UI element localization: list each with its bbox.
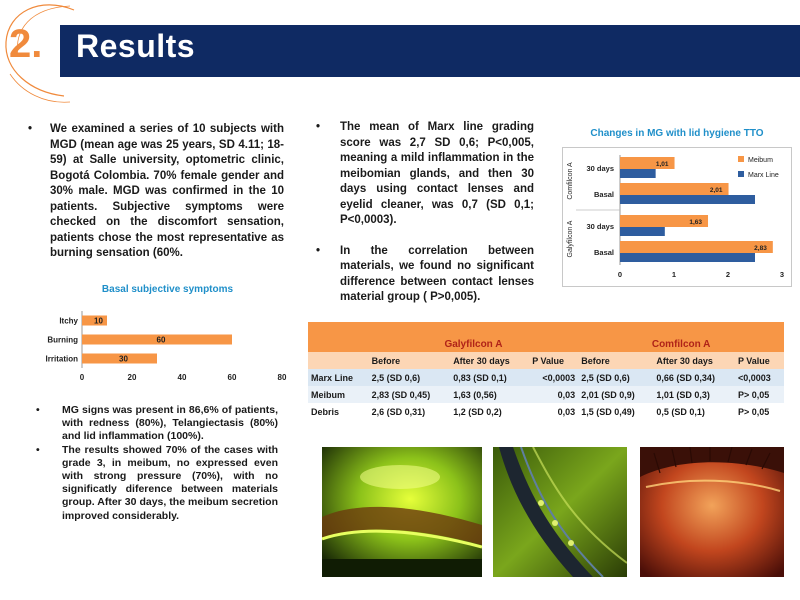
bar-marx-line	[620, 195, 755, 204]
category-label: Irritation	[46, 355, 79, 364]
data-label: 2,83	[754, 245, 767, 252]
category-label: Burning	[47, 336, 78, 345]
bar-meibum	[620, 241, 773, 253]
bullet-item: We examined a series of 10 subjects with…	[28, 122, 284, 262]
page-title: Results	[76, 28, 196, 64]
bar-marx-line	[620, 169, 656, 178]
tick-label: 40	[178, 373, 187, 382]
tick-label: 60	[228, 373, 237, 382]
table-cell: 2,5 (SD 0,6)	[578, 369, 654, 386]
chart-title-symptoms: Basal subjective symptoms	[101, 284, 234, 295]
tick-label: 0	[80, 373, 85, 382]
tick-label: 2	[726, 270, 730, 279]
table-cell: 2,5 (SD 0,6)	[368, 369, 451, 386]
bottom-bullet-list: MG signs was present in 86,6% of patient…	[36, 404, 278, 523]
legend-swatch	[738, 171, 744, 177]
table-cell: 0,03	[529, 403, 579, 420]
group-header-galyfilcon: Galyfilcon A	[368, 322, 579, 352]
table-cell: 1,5 (SD 0,49)	[578, 403, 654, 420]
table-row: Debris 2,6 (SD 0,31) 1,2 (SD 0,2) 0,03 1…	[308, 403, 784, 420]
data-label: 1,01	[656, 161, 669, 168]
category-label: Itchy	[59, 317, 78, 326]
group-label: Comfilcon A	[567, 162, 574, 200]
table-cell: <0,0003	[529, 369, 579, 386]
middle-bullet-list: The mean of Marx line grading score was …	[316, 120, 534, 321]
table-cell: 2,83 (SD 0,45)	[368, 386, 451, 403]
column-header: P Value	[734, 352, 784, 369]
table-cell: 1,63 (0,56)	[450, 386, 530, 403]
bar-meibum	[620, 183, 729, 195]
data-label: 30	[119, 355, 128, 364]
bullet-item: The results showed 70% of the cases with…	[36, 444, 278, 523]
bullet-item: In the correlation between materials, we…	[316, 244, 534, 306]
mg-chart: Comfilcon A 30 days 1,01 Basal 2,01 Galyfilco…	[567, 155, 784, 279]
legend-label: Marx Line	[748, 172, 779, 179]
table-cell: 0,5 (SD 0,1)	[653, 403, 735, 420]
data-label: 60	[157, 336, 166, 345]
data-label: 10	[94, 317, 103, 326]
bar-meibum	[620, 157, 675, 169]
table-cell: 1,2 (SD 0,2)	[450, 403, 530, 420]
table-group-header-row: Galyfilcon A Comfilcon A	[308, 322, 784, 352]
group-header-comfilcon: Comfilcon A	[578, 322, 784, 352]
category-label: Basal	[594, 248, 614, 257]
bar-marx-line	[620, 253, 755, 262]
column-header: Before	[578, 352, 654, 369]
table-cell: P> 0,05	[734, 403, 784, 420]
section-number-swoosh	[5, 4, 75, 103]
bar	[82, 315, 107, 326]
legend-label: Meibum	[748, 157, 773, 164]
row-label: Marx Line	[308, 369, 369, 386]
results-table: Galyfilcon A Comfilcon A Before After 30…	[308, 322, 784, 420]
left-bullet-list: We examined a series of 10 subjects with…	[28, 122, 284, 262]
data-label: 2,01	[710, 187, 723, 194]
table-cell: 0,83 (SD 0,1)	[450, 369, 530, 386]
column-header: Before	[368, 352, 451, 369]
group-label: Galyfilcon A	[567, 220, 574, 257]
eyelid-photo-redness	[640, 447, 784, 577]
table-sub-header-row: Before After 30 days P Value Before Afte…	[308, 352, 784, 369]
bullet-item: The mean of Marx line grading score was …	[316, 120, 534, 229]
eyelid-photo-fluorescein	[322, 447, 482, 577]
table-cell: <0,0003	[734, 369, 784, 386]
table-cell: 0,66 (SD 0,34)	[653, 369, 735, 386]
bar-meibum	[620, 215, 709, 227]
table-cell: 0,03	[529, 386, 579, 403]
eyelid-photo-meibomian	[493, 447, 627, 577]
table-row: Marx Line 2,5 (SD 0,6) 0,83 (SD 0,1) <0,…	[308, 369, 784, 386]
bullet-item: MG signs was present in 86,6% of patient…	[36, 404, 278, 444]
chart-box-mg	[562, 147, 792, 287]
bar-marx-line	[620, 227, 665, 236]
tick-label: 0	[618, 270, 622, 279]
table-cell: 1,01 (SD 0,3)	[653, 386, 735, 403]
category-label: Basal	[594, 190, 614, 199]
tick-label: 3	[780, 270, 784, 279]
section-number: 2.	[9, 22, 43, 66]
category-label: 30 days	[586, 164, 614, 173]
row-label: Debris	[308, 403, 369, 420]
table-corner	[308, 352, 369, 369]
tick-label: 80	[278, 373, 287, 382]
bar	[82, 334, 232, 345]
table-cell: 2,6 (SD 0,31)	[368, 403, 451, 420]
bar	[82, 353, 157, 364]
row-label: Meibum	[308, 386, 369, 403]
chart-title-mg: Changes in MG with lid hygiene TTO	[590, 128, 764, 139]
column-header: P Value	[529, 352, 579, 369]
tick-label: 20	[128, 373, 137, 382]
column-header: After 30 days	[450, 352, 530, 369]
legend-swatch	[738, 156, 744, 162]
symptoms-chart: Itchy 10 Burning 60 Irritation 30 0 20 40 60 80	[46, 311, 287, 382]
category-label: 30 days	[586, 222, 614, 231]
table-row: Meibum 2,83 (SD 0,45) 1,63 (0,56) 0,03 2…	[308, 386, 784, 403]
table-cell: P> 0,05	[734, 386, 784, 403]
table-corner	[308, 322, 369, 352]
column-header: After 30 days	[653, 352, 735, 369]
tick-label: 1	[672, 270, 676, 279]
data-label: 1,63	[689, 219, 702, 226]
header-bar	[60, 25, 800, 77]
table-cell: 2,01 (SD 0,9)	[578, 386, 654, 403]
